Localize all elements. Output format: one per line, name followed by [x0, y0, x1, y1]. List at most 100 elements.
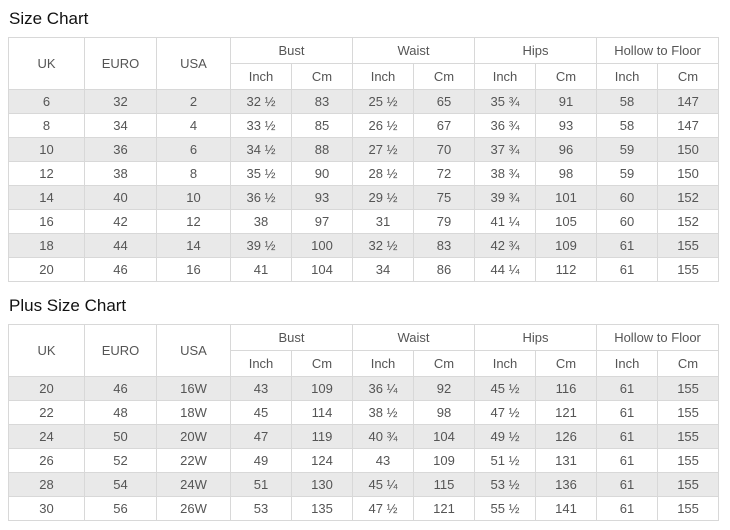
cell: 98	[413, 400, 476, 425]
cell: 10	[156, 185, 231, 210]
cell: 32 ½	[230, 89, 292, 114]
subheader-hips-inch: Inch	[474, 63, 537, 90]
cell: 28	[8, 472, 85, 497]
cell: 16	[156, 257, 231, 282]
cell: 18W	[156, 400, 231, 425]
cell: 88	[290, 137, 354, 162]
cell: 16	[8, 209, 85, 234]
col-group-waist: Waist	[352, 37, 476, 64]
cell: 24W	[156, 472, 231, 497]
subheader-waist-cm: Cm	[413, 63, 476, 90]
table-row: 24 50 20W 47 119 40 ¾ 104 49 ½ 126 61 155	[8, 424, 720, 449]
cell: 27 ½	[352, 137, 415, 162]
cell: 72	[413, 161, 476, 186]
cell: 31	[352, 209, 415, 234]
cell: 36 ¼	[352, 376, 415, 401]
cell: 61	[596, 448, 659, 473]
cell: 45	[230, 400, 292, 425]
cell: 36 ½	[230, 185, 292, 210]
cell: 121	[413, 496, 476, 521]
cell: 26W	[156, 496, 231, 521]
cell: 34	[84, 113, 157, 138]
cell: 119	[290, 424, 354, 449]
cell: 52	[84, 448, 157, 473]
col-group-waist: Waist	[352, 324, 476, 351]
cell: 43	[230, 376, 292, 401]
subheader-htf-inch: Inch	[596, 350, 659, 377]
cell: 47 ½	[352, 496, 415, 521]
cell: 36	[84, 137, 157, 162]
cell: 155	[657, 233, 720, 258]
cell: 61	[596, 424, 659, 449]
cell: 96	[535, 137, 598, 162]
cell: 47	[230, 424, 292, 449]
subheader-waist-inch: Inch	[352, 350, 415, 377]
table-row: 8 34 4 33 ½ 85 26 ½ 67 36 ¾ 93 58 147	[8, 113, 720, 138]
cell: 38	[84, 161, 157, 186]
cell: 91	[535, 89, 598, 114]
table-row: 22 48 18W 45 114 38 ½ 98 47 ½ 121 61 155	[8, 400, 720, 425]
table-row: 26 52 22W 49 124 43 109 51 ½ 131 61 155	[8, 448, 720, 473]
cell: 41	[230, 257, 292, 282]
cell: 155	[657, 496, 720, 521]
col-header-usa: USA	[156, 37, 231, 90]
cell: 43	[352, 448, 415, 473]
table-row: 30 56 26W 53 135 47 ½ 121 55 ½ 141 61 155	[8, 496, 720, 521]
cell: 12	[8, 161, 85, 186]
cell: 34 ½	[230, 137, 292, 162]
cell: 98	[535, 161, 598, 186]
cell: 56	[84, 496, 157, 521]
cell: 130	[290, 472, 354, 497]
cell: 135	[290, 496, 354, 521]
subheader-bust-inch: Inch	[230, 63, 292, 90]
cell: 58	[596, 89, 659, 114]
cell: 112	[535, 257, 598, 282]
cell: 109	[290, 376, 354, 401]
cell: 155	[657, 400, 720, 425]
cell: 50	[84, 424, 157, 449]
cell: 85	[290, 113, 354, 138]
cell: 36 ¾	[474, 113, 537, 138]
cell: 46	[84, 257, 157, 282]
cell: 83	[413, 233, 476, 258]
cell: 48	[84, 400, 157, 425]
cell: 29 ½	[352, 185, 415, 210]
cell: 24	[8, 424, 85, 449]
cell: 61	[596, 233, 659, 258]
cell: 38	[230, 209, 292, 234]
cell: 115	[413, 472, 476, 497]
cell: 136	[535, 472, 598, 497]
cell: 150	[657, 137, 720, 162]
cell: 86	[413, 257, 476, 282]
cell: 33 ½	[230, 113, 292, 138]
col-group-hips: Hips	[474, 324, 598, 351]
cell: 126	[535, 424, 598, 449]
cell: 40	[84, 185, 157, 210]
cell: 18	[8, 233, 85, 258]
cell: 61	[596, 257, 659, 282]
cell: 61	[596, 400, 659, 425]
col-group-hollow-to-floor: Hollow to Floor	[596, 37, 720, 64]
cell: 83	[290, 89, 354, 114]
cell: 121	[535, 400, 598, 425]
cell: 104	[413, 424, 476, 449]
table-row: 28 54 24W 51 130 45 ¼ 115 53 ½ 136 61 155	[8, 472, 720, 497]
cell: 32	[84, 89, 157, 114]
cell: 14	[156, 233, 231, 258]
cell: 93	[290, 185, 354, 210]
table-row: 10 36 6 34 ½ 88 27 ½ 70 37 ¾ 96 59 150	[8, 137, 720, 162]
cell: 45 ¼	[352, 472, 415, 497]
table-row: 18 44 14 39 ½ 100 32 ½ 83 42 ¾ 109 61 155	[8, 233, 720, 258]
cell: 26 ½	[352, 113, 415, 138]
cell: 59	[596, 137, 659, 162]
cell: 25 ½	[352, 89, 415, 114]
cell: 8	[156, 161, 231, 186]
cell: 35 ¾	[474, 89, 537, 114]
cell: 67	[413, 113, 476, 138]
plus-size-chart-header: UK EURO USA Bust Waist Hips Hollow to Fl…	[8, 324, 720, 377]
cell: 10	[8, 137, 85, 162]
cell: 105	[535, 209, 598, 234]
table-row: 20 46 16W 43 109 36 ¼ 92 45 ½ 116 61 155	[8, 376, 720, 401]
cell: 6	[156, 137, 231, 162]
cell: 39 ¾	[474, 185, 537, 210]
